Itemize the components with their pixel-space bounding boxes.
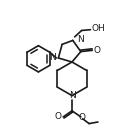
Text: N: N [49, 53, 55, 61]
Text: O: O [55, 112, 62, 121]
Text: O: O [94, 46, 101, 55]
Text: N: N [69, 91, 75, 100]
Text: O: O [78, 113, 85, 122]
Text: N: N [77, 35, 84, 44]
Text: OH: OH [92, 24, 105, 33]
